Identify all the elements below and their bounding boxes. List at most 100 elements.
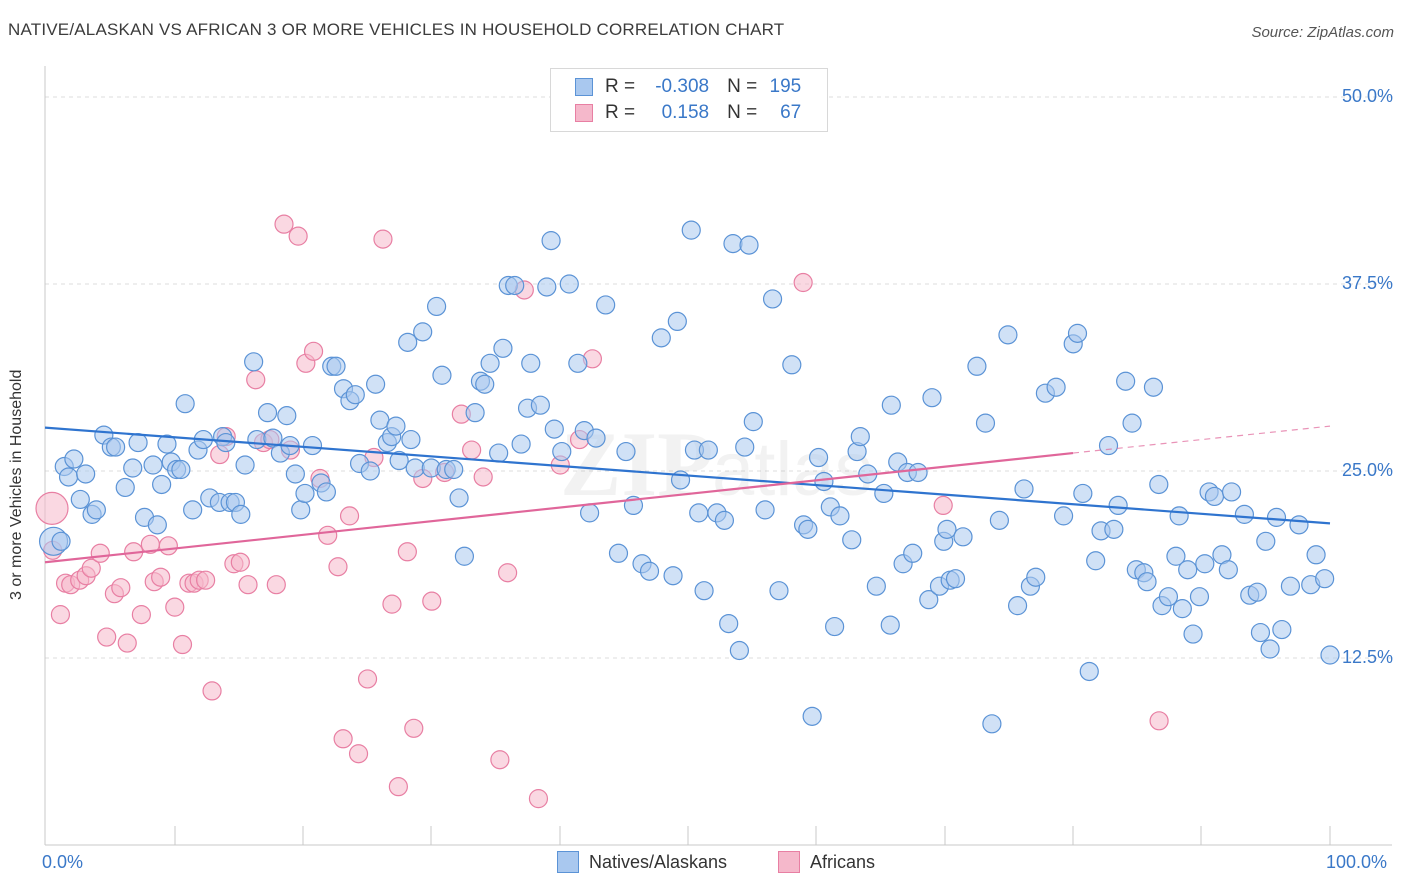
data-point <box>432 365 452 385</box>
data-point <box>808 447 829 468</box>
data-point <box>714 510 735 530</box>
data-point <box>1250 622 1271 643</box>
data-point <box>530 395 550 415</box>
data-point <box>196 570 216 590</box>
data-point <box>123 458 143 478</box>
data-point <box>86 500 106 520</box>
data-point <box>152 474 172 495</box>
data-point <box>303 341 324 361</box>
axes <box>44 66 1392 846</box>
data-point <box>1320 645 1340 665</box>
data-point <box>202 681 222 701</box>
data-point <box>1172 599 1192 619</box>
y-tick-label-3: 50.0% <box>1341 86 1393 106</box>
data-point <box>131 605 151 625</box>
data-point <box>903 543 923 563</box>
legend-n-value-africans: 67 <box>780 102 802 123</box>
data-point <box>157 434 177 454</box>
data-point <box>830 506 850 526</box>
data-point <box>388 777 408 797</box>
data-point <box>1260 639 1280 659</box>
data-point <box>874 483 894 504</box>
data-point <box>401 429 421 450</box>
data-point <box>81 558 101 578</box>
data-point <box>663 566 683 586</box>
data-point <box>998 325 1018 345</box>
data-point <box>616 441 636 462</box>
data-point <box>1143 377 1164 397</box>
data-point <box>1218 560 1238 580</box>
chart-title: NATIVE/ALASKAN VS AFRICAN 3 OR MORE VEHI… <box>8 20 785 39</box>
data-point <box>989 510 1009 530</box>
data-point <box>413 322 433 342</box>
data-point <box>274 214 294 234</box>
data-point <box>1079 661 1099 682</box>
data-point <box>345 385 365 405</box>
data-point <box>505 275 525 296</box>
data-point <box>1289 515 1309 535</box>
data-point <box>475 374 495 394</box>
data-point <box>1166 546 1186 566</box>
data-point <box>1280 576 1301 596</box>
y-tick-label-1: 25.0% <box>1341 460 1393 480</box>
x-tick-min: 0.0% <box>42 852 84 872</box>
data-point <box>1149 474 1169 495</box>
data-point <box>454 546 475 566</box>
data-point <box>1266 507 1287 527</box>
data-point <box>382 594 402 614</box>
data-point <box>295 483 315 504</box>
data-point <box>1053 506 1074 526</box>
data-point <box>1256 531 1276 551</box>
data-point <box>285 464 305 484</box>
data-point <box>1306 545 1326 565</box>
data-point <box>1189 587 1210 607</box>
data-point <box>326 356 346 376</box>
data-point <box>541 231 561 251</box>
data-point <box>398 332 418 352</box>
bottom-legend-swatch-pink <box>778 851 800 873</box>
data-point <box>151 567 171 587</box>
legend-r-label: R = <box>605 76 636 97</box>
data-point <box>975 413 996 433</box>
data-point <box>937 519 957 539</box>
data-point <box>880 615 900 635</box>
data-point <box>1221 482 1242 502</box>
bottom-legend-swatch-blue <box>557 851 579 873</box>
data-point <box>881 395 901 415</box>
data-point <box>596 295 616 315</box>
data-point <box>850 426 870 447</box>
data-point <box>490 750 510 770</box>
data-point <box>719 613 739 634</box>
y-tick-label-0: 12.5% <box>1341 647 1393 667</box>
data-point <box>333 729 353 749</box>
source-label: Source: ZipAtlas.com <box>1251 24 1394 41</box>
data-point <box>422 591 442 611</box>
data-point <box>480 353 500 373</box>
data-point <box>64 449 84 469</box>
data-point <box>908 462 928 483</box>
data-point <box>528 789 549 809</box>
legend-row-africans: R = 0.158 N = 67 <box>575 101 801 125</box>
data-point <box>117 633 137 653</box>
data-point <box>50 605 71 625</box>
data-point <box>238 575 258 595</box>
data-point <box>172 634 193 655</box>
data-point <box>1183 624 1203 644</box>
data-point <box>755 500 775 520</box>
legend-n-label: N = <box>727 102 758 123</box>
data-point <box>1315 569 1335 589</box>
data-point <box>58 467 79 487</box>
data-point <box>366 374 386 394</box>
data-point <box>580 503 600 523</box>
data-point <box>1204 486 1225 507</box>
data-point <box>1137 572 1157 592</box>
correlation-legend: R = -0.308 N = 195 R = 0.158 N = 67 <box>550 68 828 132</box>
data-point <box>462 440 482 460</box>
data-point <box>348 744 369 764</box>
data-point <box>814 471 834 492</box>
data-point <box>698 440 718 460</box>
data-point <box>302 435 323 456</box>
data-point <box>405 458 425 478</box>
data-point <box>357 669 378 689</box>
